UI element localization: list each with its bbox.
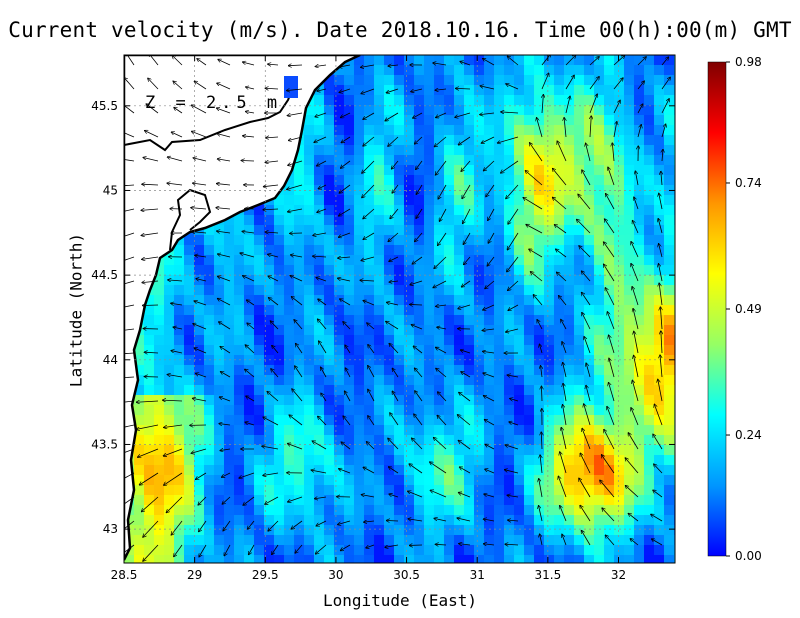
lagoon-outline [169,188,212,251]
isolated-sea-cell [284,76,298,98]
x-tick-label: 29 [187,568,202,582]
colorbar-tick-label: 0.98 [735,55,762,69]
coastline [124,55,361,561]
x-tick-label: 28.5 [111,568,138,582]
bay-outline [124,89,293,152]
colorbar-tick-label: 0.00 [735,549,762,563]
chart-title: Current velocity (m/s). Date 2018.10.16.… [8,18,792,42]
x-tick-label: 31 [470,568,485,582]
x-axis-ticks: 28.5 29 29.5 30 30.5 31 31.5 32 [111,55,626,582]
y-tick-label: 45.5 [91,99,118,113]
x-tick-label: 32 [611,568,626,582]
y-tick-label: 43.5 [91,437,118,451]
x-tick-label: 31.5 [534,568,561,582]
plot-frame [123,54,676,564]
y-tick-label: 44 [103,353,118,367]
x-tick-label: 29.5 [252,568,279,582]
colorbar-tick-label: 0.49 [735,302,762,316]
velocity-vectors [124,55,671,561]
x-tick-label: 30 [328,568,343,582]
y-axis-ticks: 43 43.5 44 44.5 45 45.5 [91,99,675,536]
colorbar-ticks: 0.00 0.24 0.49 0.74 0.98 [726,55,762,563]
y-tick-label: 45 [103,183,118,197]
colorbar-tick-label: 0.74 [735,176,762,190]
y-tick-label: 44.5 [91,268,118,282]
grid-lines [124,55,675,563]
y-tick-label: 43 [103,522,118,536]
x-tick-label: 30.5 [393,568,420,582]
x-axis-label: Longitude (East) [322,591,478,610]
depth-label: Z = 2.5 m [145,93,282,113]
colorbar-tick-label: 0.24 [735,428,762,442]
colorbar [707,61,727,557]
land-area [124,55,361,561]
